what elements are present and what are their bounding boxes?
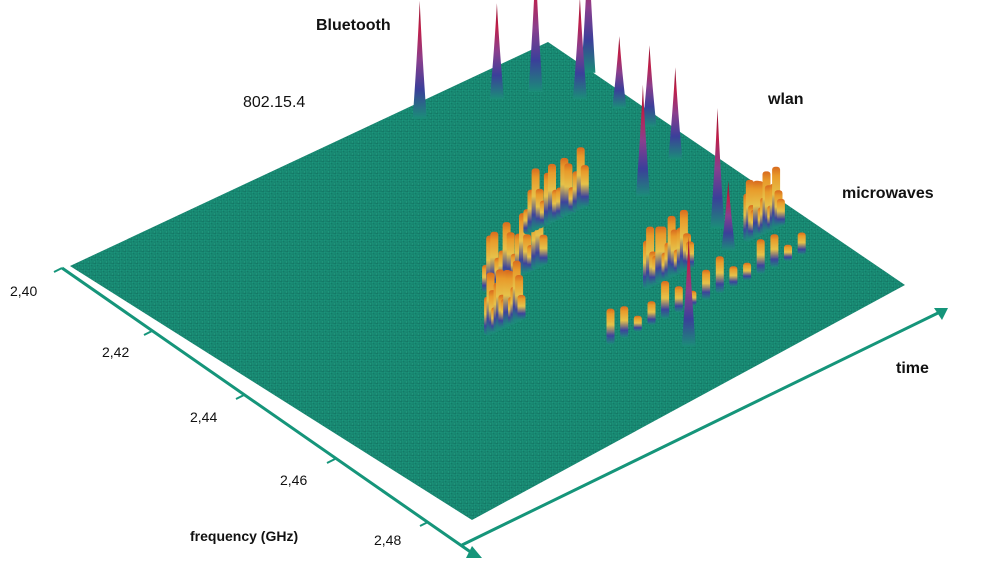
ieee802154-peak [412, 0, 427, 119]
bluetooth-peak [581, 0, 596, 73]
burst-bar [715, 256, 724, 294]
burst-bar [517, 295, 526, 320]
bluetooth-peak [642, 45, 657, 128]
frequency-tick-mark [419, 521, 429, 527]
burst-bar [620, 306, 629, 339]
burst-bar [797, 232, 806, 255]
bluetooth-peak [710, 108, 725, 228]
time-axis: time [461, 308, 948, 547]
frequency-tick-mark [326, 458, 336, 464]
bluetooth-peak [721, 180, 736, 251]
wlan-burst [643, 209, 694, 289]
bluetooth-peak [612, 36, 627, 109]
frequency-axis-line [61, 266, 473, 555]
wlan-burst-layer [482, 147, 806, 345]
frequency-tick-mark [53, 267, 63, 273]
frequency-axis-arrowhead [466, 546, 482, 558]
burst-bar [647, 301, 656, 326]
burst-bar [674, 286, 683, 313]
burst-bar [606, 308, 615, 345]
bluetooth-peak [681, 236, 696, 347]
frequency-tick-mark [143, 330, 153, 336]
ieee802154-annotation: 802.15.4 [243, 94, 305, 111]
bluetooth-peak-layer [412, 0, 736, 347]
bluetooth-annotation: Bluetooth [316, 17, 391, 34]
frequency-tick-label: 2,40 [10, 283, 37, 299]
wlan-burst [484, 260, 526, 336]
burst-bar [743, 262, 752, 281]
time-axis-line [461, 310, 941, 547]
burst-bar [756, 239, 765, 275]
burst-bar [539, 234, 548, 266]
burst-bar [661, 281, 670, 319]
bluetooth-peak [635, 84, 650, 197]
burst-bar [776, 198, 785, 226]
wlan-burst [523, 147, 589, 235]
frequency-axis-label: frequency (GHz) [190, 528, 298, 544]
wlan-burst [743, 166, 785, 242]
ieee802154-peak [489, 3, 504, 100]
frequency-tick-label: 2,44 [190, 409, 217, 425]
frequency-tick-mark [235, 394, 245, 400]
microwaves-annotation: microwaves [842, 185, 934, 202]
wlan-annotation: wlan [767, 91, 804, 108]
burst-bar [580, 165, 589, 208]
burst-bar [702, 269, 711, 300]
frequency-axis: 2,40 2,42 2,44 2,46 2,48 [10, 266, 482, 558]
bluetooth-peak [572, 0, 587, 99]
time-axis-label: time [896, 360, 929, 377]
microwave-burst [606, 232, 806, 345]
burst-bar [784, 244, 792, 262]
burst-bar [729, 266, 738, 287]
frequency-tick-label: 2,42 [102, 344, 129, 360]
frequency-tick-label: 2,48 [374, 532, 401, 548]
time-axis-arrowhead [934, 308, 948, 320]
frequency-tick-label: 2,46 [280, 472, 307, 488]
burst-bar [633, 315, 642, 332]
bluetooth-peak [668, 67, 683, 160]
burst-bar [770, 234, 779, 268]
ieee802154-peak [528, 0, 543, 92]
